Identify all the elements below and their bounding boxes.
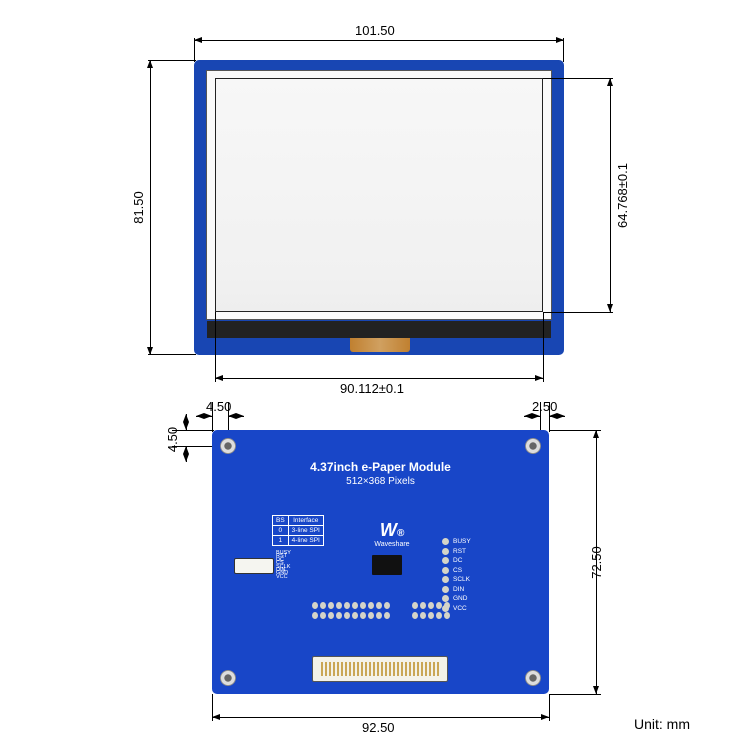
dim-top-outer-width: 101.50 [355,23,395,38]
jst-connector [234,558,274,574]
dim-top-active-width: 90.112±0.1 [340,381,404,396]
pad-icon [442,548,449,555]
ext-line [549,694,550,721]
dim-hole-x2-line-l [524,416,540,417]
dim-bottom-width: 92.50 [362,720,395,735]
logo-icon: W® [362,520,422,541]
dim-hole-x-line-l [196,416,212,417]
dim-hole-x2: 2.50 [532,399,557,414]
brand-logo: W® Waveshare [362,520,422,548]
dim-top-outer-width-line [194,40,564,41]
ext-line [549,430,601,431]
dim-hole-x-line-r [228,416,244,417]
bs-r2a: 1 [273,536,289,546]
bs-h1: BS [273,516,289,526]
dim-hole-y-line-u [186,414,187,430]
pad-icon [442,595,449,602]
dim-bottom-width-line [212,717,549,718]
bs-r1b: 3-line SPI [288,526,323,536]
dim-hole-y-line-d [186,446,187,462]
dim-hole-y: 4.50 [165,427,180,452]
dim-top-outer-height-line [150,60,151,355]
ext-line [148,60,196,61]
ext-line [194,38,195,62]
ext-line [212,694,213,721]
pad-cluster-1 [312,602,402,609]
pad-cluster-4 [412,612,462,619]
ext-line [148,354,196,355]
dim-top-outer-height: 81.50 [131,191,146,224]
driver-ic [372,555,402,575]
pad-cluster-2 [312,612,402,619]
front-active-area [215,78,543,312]
bs-interface-table: BSInterface 03-line SPI 14-line SPI [272,515,324,546]
dim-top-active-height: 64.768±0.1 [615,163,630,228]
mount-hole-tl [220,438,236,454]
bs-r2b: 4-line SPI [288,536,323,546]
drawing-canvas: 101.50 81.50 90.112±0.1 64.768±0.1 4.50 … [0,0,750,750]
ext-line [215,312,216,382]
unit-label: Unit: mm [634,716,690,732]
dim-hole-x: 4.50 [206,399,231,414]
dim-top-active-height-line [610,78,611,312]
ext-line [549,694,601,695]
front-driver-bar [207,321,551,338]
dim-hole-x2-line-r [549,416,565,417]
brand-name: Waveshare [362,541,422,548]
dim-top-active-width-line [215,378,543,379]
pcb-subtitle: 512×368 Pixels [212,476,549,487]
ext-line [543,312,613,313]
pcb-title: 4.37inch e-Paper Module [212,460,549,474]
pad-icon [442,557,449,564]
ext-line [563,38,564,62]
pad-icon [442,567,449,574]
pad-icon [442,576,449,583]
pad-cluster-3 [412,602,462,609]
bs-r1a: 0 [273,526,289,536]
ext-line [543,312,544,382]
mount-hole-tr [525,438,541,454]
dim-bottom-height: 72.50 [589,546,604,579]
pad-icon [442,538,449,545]
pad-icon [442,586,449,593]
ffc-connector [312,656,448,682]
pcb-back: 4.37inch e-Paper Module 512×368 Pixels B… [212,430,549,694]
right-pin-header: BUSY RST DC CS SCLK DIN GND VCC [442,538,471,612]
bs-h2: Interface [288,516,323,526]
mount-hole-bl [220,670,236,686]
front-flex-cable [350,338,410,352]
left-pin-labels: BUSY RST DC CS SCLK DIN GND VCC [276,552,291,579]
mount-hole-br [525,670,541,686]
ext-line [543,78,613,79]
